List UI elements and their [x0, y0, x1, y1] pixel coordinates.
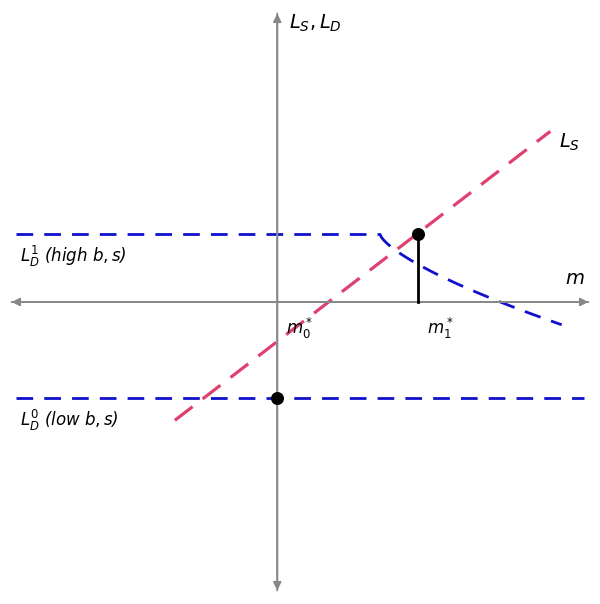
Text: $L_S$: $L_S$	[559, 132, 581, 153]
Text: $L_D^0$ (low $b,s$): $L_D^0$ (low $b,s$)	[20, 408, 119, 433]
Text: $m$: $m$	[565, 269, 584, 288]
Text: $L_D^1$ (high $b,s$): $L_D^1$ (high $b,s$)	[20, 244, 127, 269]
Text: $m_1^*$: $m_1^*$	[427, 316, 454, 341]
Point	[272, 393, 282, 402]
Text: $L_S,L_D$: $L_S,L_D$	[289, 13, 341, 34]
Text: $m_0^*$: $m_0^*$	[286, 316, 313, 341]
Point	[413, 229, 423, 239]
